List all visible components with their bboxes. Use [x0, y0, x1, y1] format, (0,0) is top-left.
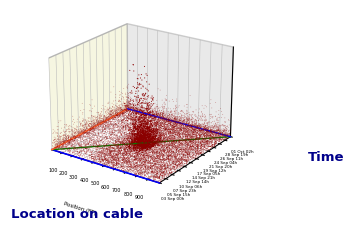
Text: Time: Time	[308, 151, 344, 164]
X-axis label: Position (FT): Position (FT)	[63, 201, 96, 216]
Text: Location on cable: Location on cable	[11, 207, 143, 220]
